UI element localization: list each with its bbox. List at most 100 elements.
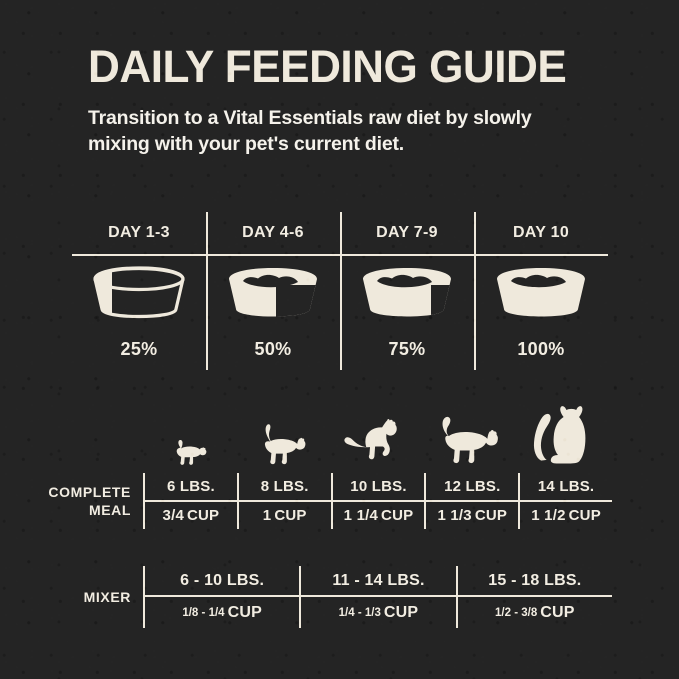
table-column: 6 LBS. 3/4 CUP (143, 473, 237, 529)
cat-cell-1 (237, 396, 331, 468)
day-percent: 75% (388, 338, 426, 359)
column-rule (457, 595, 612, 597)
amount-unit: CUP (186, 507, 220, 524)
weight-cell: 6 - 10 LBS. (180, 571, 265, 589)
amount-unit: CUP (474, 507, 508, 524)
transition-col-3-label-cell: DAY 10 (474, 212, 608, 254)
mixer-grid: 6 - 10 LBS. 1/8 - 1/4 CUP 11 - 14 LBS. 1/… (143, 566, 612, 628)
food-bowl-75-icon (363, 268, 451, 317)
table-column: 14 LBS. 1 1/2 CUP (518, 473, 612, 529)
transition-col-2-label-cell: DAY 7-9 (340, 212, 474, 254)
mixer-table: MIXER 6 - 10 LBS. 1/8 - 1/4 CUP 11 - 14 L… (40, 566, 612, 628)
complete-meal-label-line1: COMPLETE (48, 483, 131, 500)
food-bowl-50-icon (229, 268, 317, 317)
table-column: 12 LBS. 1 1/3 CUP (424, 473, 519, 529)
day-label: DAY 4-6 (242, 224, 304, 241)
complete-meal-row-label: COMPLETE MEAL (40, 473, 143, 529)
transition-horizontal-rule (72, 254, 608, 256)
amount-cell: 1 1/2 CUP (520, 502, 612, 529)
cat-silhouette-sitting-icon (534, 406, 586, 464)
transition-col-3-bowl-cell (474, 256, 608, 328)
mixer-label: MIXER (83, 588, 131, 605)
amount-fraction: 3/4 (162, 507, 184, 524)
column-rule (145, 500, 237, 502)
cat-cell-3 (424, 396, 518, 468)
table-column: 11 - 14 LBS. 1/4 - 1/3 CUP (299, 566, 456, 628)
page-title: DAILY FEEDING GUIDE (88, 41, 567, 92)
amount-unit: CUP (540, 603, 575, 621)
amount-cell: 1/2 - 3/8 CUP (458, 597, 612, 628)
transition-col-2-bowl-cell (340, 256, 474, 328)
column-rule (145, 595, 300, 597)
transition-percent-row: 25% 50% 75% 100% (72, 328, 608, 370)
cat-silhouette-kitten-icon (176, 439, 207, 465)
amount-cell: 1/8 - 1/4 CUP (145, 597, 299, 628)
transition-col-1-pct-cell: 50% (206, 328, 340, 370)
weight-cell: 8 LBS. (260, 478, 309, 495)
day-percent: 100% (517, 338, 565, 359)
cat-cell-2 (331, 396, 425, 468)
weight-cell: 14 LBS. (537, 478, 595, 495)
amount-unit: CUP (381, 507, 414, 524)
table-column: 10 LBS. 1 1/4 CUP (330, 473, 425, 529)
amount-whole: 1 (531, 507, 540, 524)
amount-whole: 1 (262, 507, 272, 524)
amount-fraction: 1/3 (450, 507, 472, 524)
amount-unit: CUP (227, 603, 262, 621)
complete-meal-label-line2: MEAL (88, 502, 131, 518)
cat-cell-4 (518, 396, 612, 468)
table-column: 15 - 18 LBS. 1/2 - 3/8 CUP (455, 566, 612, 628)
page-subtitle: Transition to a Vital Essentials raw die… (88, 107, 532, 155)
amount-cell: 1 1/4 CUP (333, 502, 425, 529)
complete-meal-table: COMPLETE MEAL 6 LBS. 3/4 CUP 8 LBS. 1 CUP … (40, 473, 612, 529)
table-column: 6 - 10 LBS. 1/8 - 1/4 CUP (143, 566, 300, 628)
transition-col-0-bowl-cell (72, 256, 206, 328)
weight-cell: 6 LBS. (166, 478, 215, 495)
amount-whole: 1 (343, 507, 353, 524)
cat-silhouette-large-icon (442, 416, 499, 464)
transition-col-1-bowl-cell (206, 256, 340, 328)
amount-whole: 1 (437, 507, 446, 524)
amount-unit: CUP (383, 603, 419, 621)
header: DAILY FEEDING GUIDE Transition to a Vita… (88, 44, 608, 157)
transition-col-1-label-cell: DAY 4-6 (206, 212, 340, 254)
transition-col-0-label-cell: DAY 1-3 (72, 212, 206, 254)
weight-cell: 10 LBS. (350, 478, 407, 495)
transition-schedule: DAY 1-3 DAY 4-6 DAY 7-9 DAY 10 (72, 212, 608, 370)
transition-col-2-pct-cell: 75% (340, 328, 474, 370)
column-rule (301, 595, 456, 597)
amount-fraction: 1/2 - 3/8 (494, 606, 538, 619)
cat-silhouette-small-icon (264, 424, 306, 465)
day-label: DAY 7-9 (376, 224, 438, 241)
mixer-row-label: MIXER (40, 566, 143, 628)
column-rule (426, 500, 519, 502)
column-rule (332, 500, 425, 502)
transition-col-0-pct-cell: 25% (72, 328, 206, 370)
amount-cell: 1 1/3 CUP (426, 502, 518, 529)
cat-size-illustrations (143, 396, 612, 468)
day-label: DAY 1-3 (108, 224, 170, 241)
weight-cell: 11 - 14 LBS. (332, 571, 425, 589)
amount-fraction: 1/4 - 1/3 (338, 606, 381, 619)
weight-cell: 15 - 18 LBS. (488, 571, 582, 589)
transition-col-3-pct-cell: 100% (474, 328, 608, 370)
amount-unit: CUP (568, 507, 601, 524)
food-bowl-100-icon (497, 268, 585, 317)
day-percent: 25% (120, 338, 158, 359)
cat-silhouette-medium-icon (344, 419, 398, 460)
amount-fraction: 1/2 (544, 507, 566, 524)
amount-fraction: 1/8 - 1/4 (182, 606, 225, 619)
column-rule (520, 500, 612, 502)
cat-cell-0 (143, 396, 237, 468)
amount-cell: 3/4 CUP (145, 502, 237, 529)
amount-fraction: 1/4 (356, 507, 379, 524)
day-label: DAY 10 (512, 224, 570, 241)
column-rule (238, 500, 331, 502)
amount-cell: 1 CUP (239, 502, 331, 529)
transition-day-labels-row: DAY 1-3 DAY 4-6 DAY 7-9 DAY 10 (72, 212, 608, 254)
weight-cell: 12 LBS. (444, 478, 501, 495)
transition-bowl-icons-row (72, 256, 608, 328)
day-percent: 50% (254, 338, 292, 359)
amount-unit: CUP (274, 507, 307, 524)
